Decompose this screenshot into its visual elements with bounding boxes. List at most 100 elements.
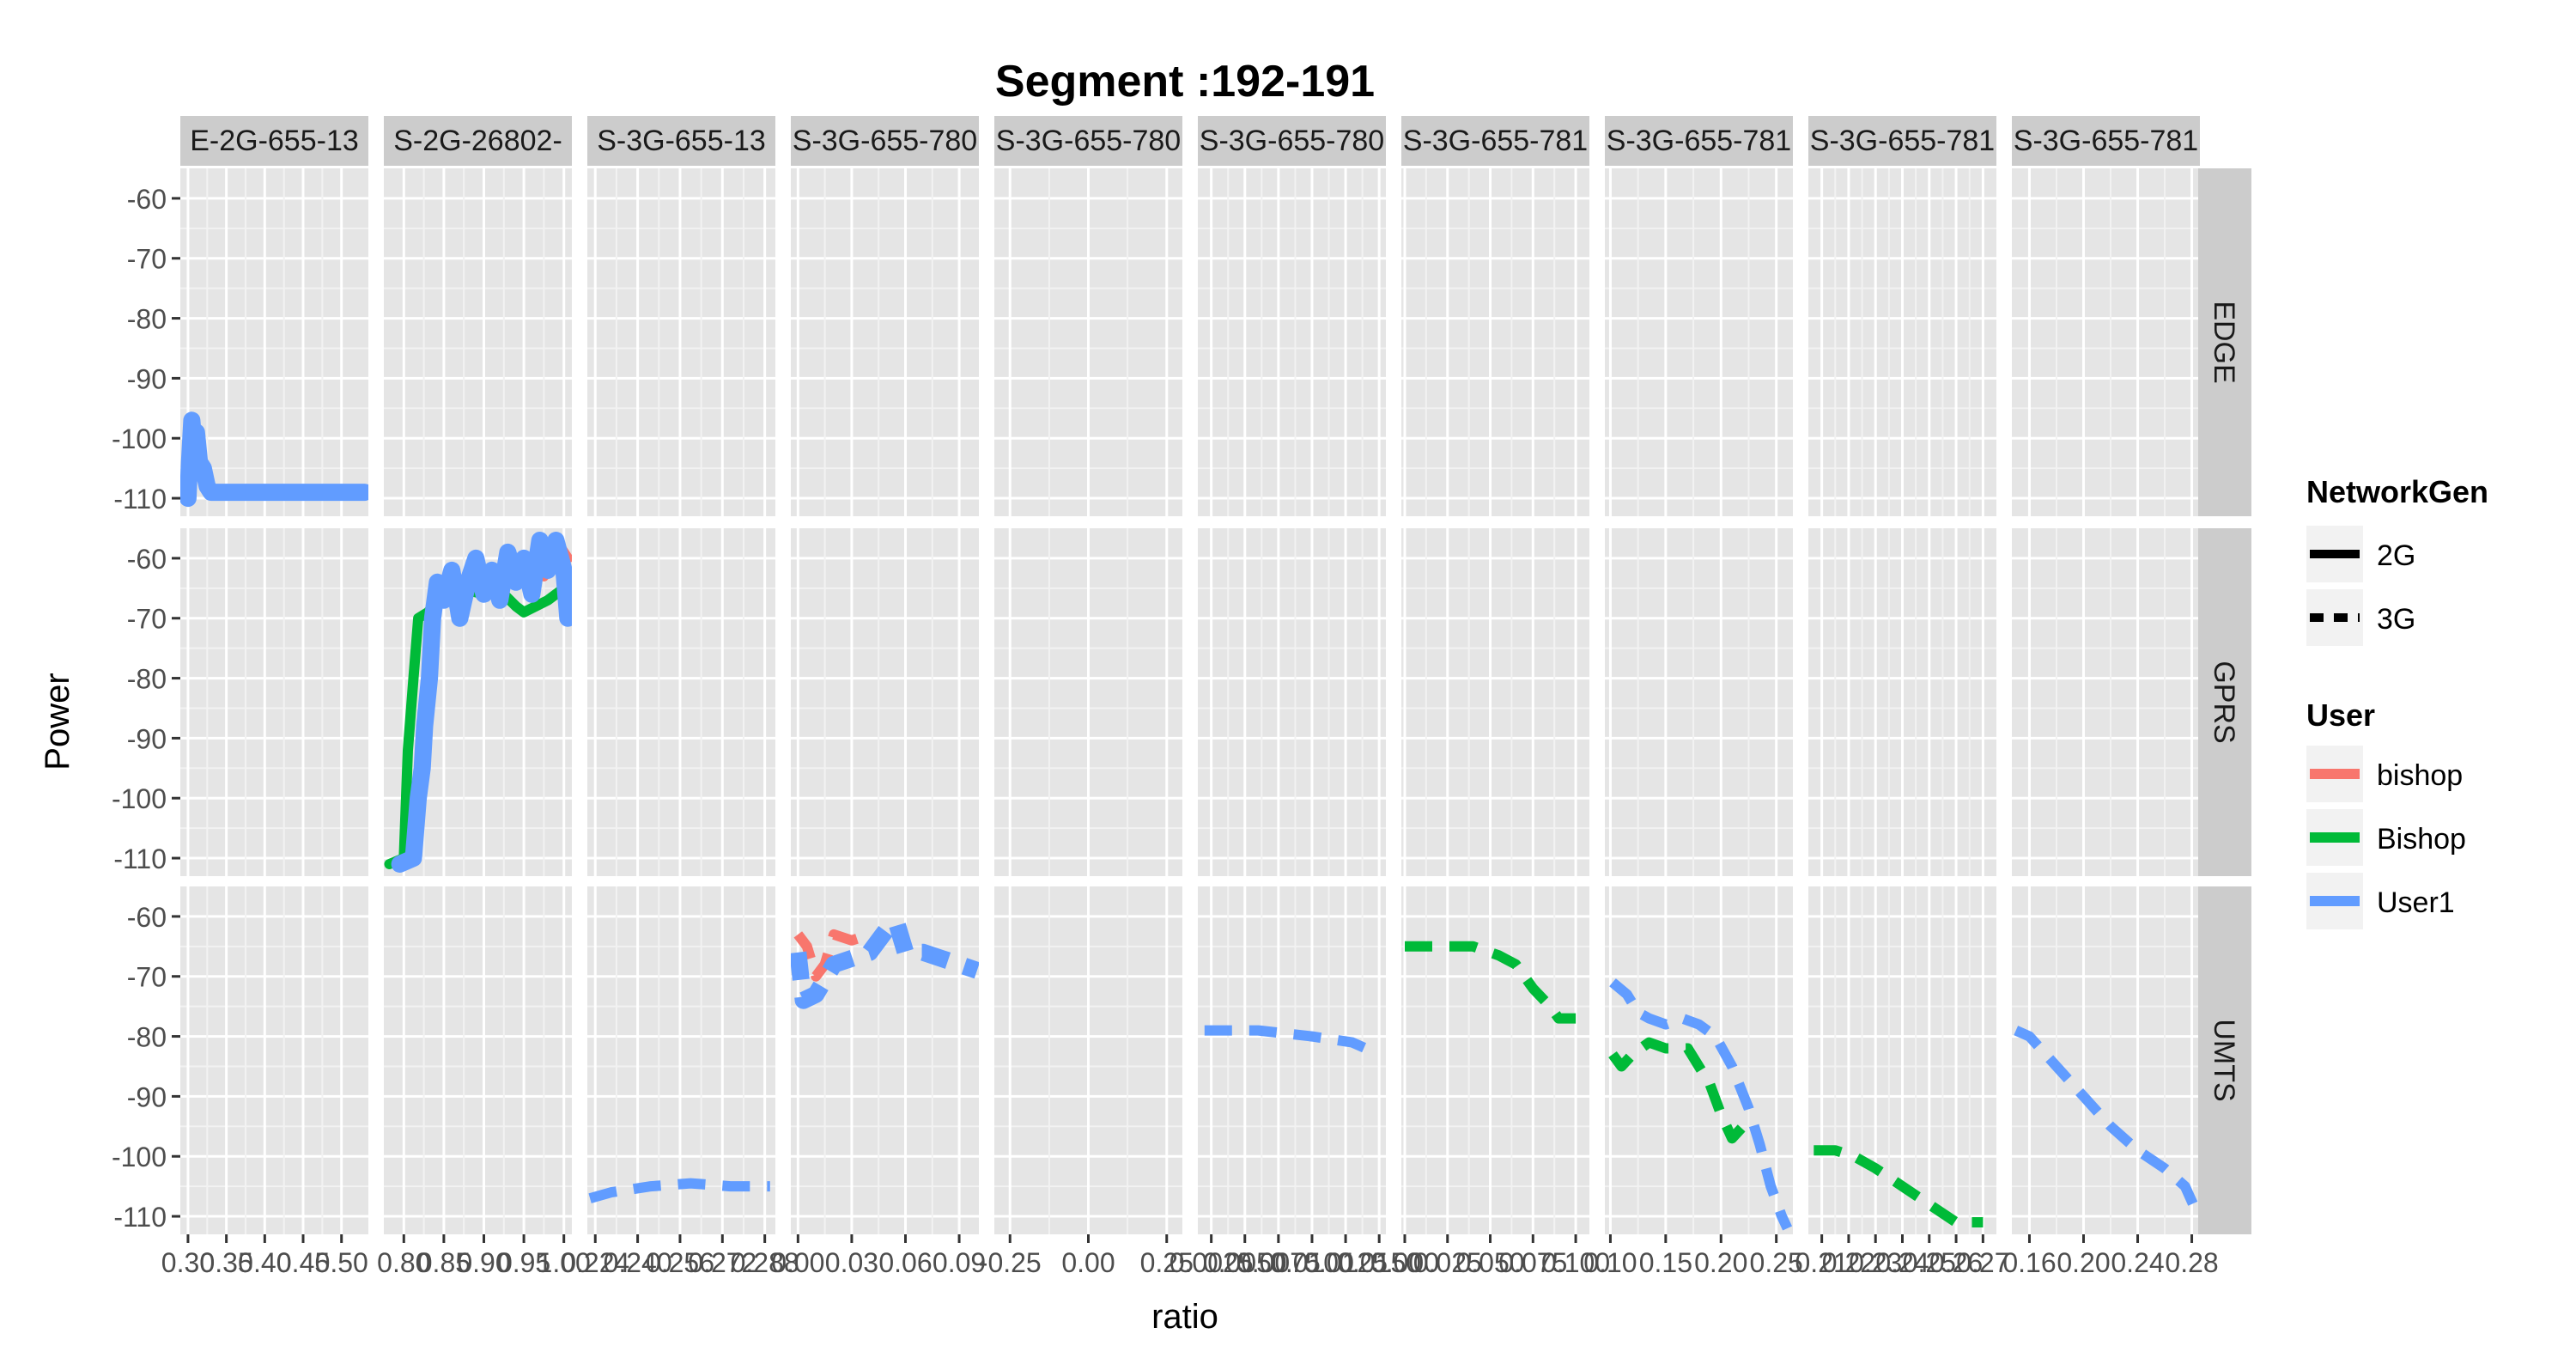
column-strip-bg — [2012, 116, 2200, 166]
column-strip-bg — [180, 116, 368, 166]
x-tick-label: 0.24 — [2111, 1247, 2164, 1278]
y-tick-label: -110 — [113, 843, 167, 874]
x-tick-label: 0.40 — [238, 1247, 291, 1278]
panel-background — [2012, 886, 2200, 1234]
x-tick-label: 0.90 — [457, 1247, 510, 1278]
panel-background — [1401, 168, 1589, 516]
x-tick-label: 0.0125 — [1303, 1247, 1388, 1278]
x-tick-label: 0.0100 — [1270, 1247, 1354, 1278]
y-tick-label: -70 — [127, 962, 167, 993]
x-tick-label: 0.256 — [646, 1247, 714, 1278]
panel-background — [791, 168, 979, 516]
x-tick-label: 0.28 — [2165, 1247, 2218, 1278]
panel-background — [384, 886, 572, 1234]
x-tick-label: 0.288 — [731, 1247, 799, 1278]
x-tick-label: 0.26 — [1929, 1247, 1983, 1278]
chart-title: Segment :192-191 — [995, 57, 1375, 107]
x-tick-label: 0.0150 — [1337, 1247, 1421, 1278]
x-tick-label: 0.06 — [878, 1247, 932, 1278]
column-strip-bg — [1808, 116, 1996, 166]
column-strip-label: S-2G-26802- — [393, 125, 562, 157]
column-strip-label: S-3G-655-781 — [2014, 125, 2198, 157]
legend-title-user: User — [2306, 697, 2375, 733]
x-tick-label: 0.50 — [315, 1247, 368, 1278]
panel-background — [180, 528, 368, 876]
y-tick-label: -100 — [112, 423, 167, 454]
series-line-User1-2G — [391, 532, 572, 873]
x-tick-label: 0.30 — [161, 1247, 215, 1278]
y-axes: -60 -70 -80 -90 -100 -110 -60 -70 -80 -90 -100 -110… — [112, 184, 180, 1233]
x-tick-label: 0.0025 — [1170, 1247, 1254, 1278]
x-tick-label: 0.27 — [1956, 1247, 2009, 1278]
series-User1 — [1204, 1025, 1382, 1059]
column-strip-label: S-3G-655-780 — [1200, 125, 1384, 157]
facet-strips: E-2G-655-13 S-2G-26802- S-3G-655-13 S-3G-65… — [180, 116, 2251, 1234]
series-line-User1-3G — [2014, 1026, 2200, 1219]
x-tick-label: 0.000 — [1370, 1247, 1439, 1278]
y-tick-label: -110 — [113, 484, 167, 515]
panel-background — [1605, 528, 1793, 876]
row-strip-bg — [2198, 528, 2251, 876]
x-tick-label: 0.03 — [825, 1247, 878, 1278]
series-User1 — [2014, 1026, 2200, 1219]
x-tick-label: 0.45 — [276, 1247, 330, 1278]
panel-background — [1605, 168, 1793, 516]
panel-background — [1198, 168, 1386, 516]
x-tick-label: 0.15 — [1639, 1247, 1692, 1278]
y-tick-label: -90 — [127, 723, 167, 754]
y-tick-label: -100 — [112, 783, 167, 814]
x-tick-label: 0.00 — [771, 1247, 824, 1278]
x-tick-label: 0.80 — [377, 1247, 430, 1278]
y-tick-label: -70 — [127, 244, 167, 275]
x-tick-label: 0.21 — [1795, 1247, 1849, 1278]
column-strip-bg — [384, 116, 572, 166]
series-User1 — [180, 411, 368, 508]
column-strip-label: S-3G-655-780 — [996, 125, 1181, 157]
x-axis-title: ratio — [1151, 1298, 1218, 1336]
series-User1 — [391, 532, 572, 873]
series-line-User1-2G — [180, 411, 368, 508]
panel-background — [2012, 168, 2200, 516]
y-tick-label: -90 — [127, 363, 167, 394]
row-strip-bg — [2198, 168, 2251, 516]
y-tick-label: -60 — [127, 184, 167, 215]
row-strip-label: GPRS — [2208, 661, 2240, 743]
column-strip-label: S-3G-655-781 — [1607, 125, 1791, 157]
x-tick-label: 0.100 — [1541, 1247, 1610, 1278]
series-line-Bishop-3G — [1405, 941, 1577, 1024]
facet-panels — [180, 168, 2200, 1234]
panel-background — [1198, 886, 1386, 1234]
series-line-User1-3G — [1204, 1025, 1382, 1059]
column-strip-bg — [1605, 116, 1793, 166]
column-strip-bg — [587, 116, 775, 166]
series-Bishop — [1608, 1037, 1747, 1144]
x-tick-label: 0.85 — [417, 1247, 471, 1278]
panel-background — [1198, 528, 1386, 876]
x-tick-label: 0.075 — [1498, 1247, 1567, 1278]
column-strip-label: S-3G-655-781 — [1810, 125, 1995, 157]
series-line-Bishop-3G — [1608, 1037, 1747, 1144]
series-User1 — [588, 1178, 770, 1203]
legend-title-networkgen: NetworkGen — [2306, 474, 2488, 509]
panel-background — [791, 528, 979, 876]
column-strip-bg — [994, 116, 1182, 166]
x-tick-label: 0.0050 — [1203, 1247, 1287, 1278]
y-tick-label: -60 — [127, 544, 167, 575]
column-strip-bg — [1401, 116, 1589, 166]
x-tick-label: 0.16 — [2002, 1247, 2056, 1278]
panel-background — [1401, 886, 1589, 1234]
y-tick-label: -80 — [127, 1022, 167, 1053]
panel-background — [180, 168, 368, 516]
row-strip-bg — [2198, 886, 2251, 1234]
column-strip-label: E-2G-655-13 — [190, 125, 359, 157]
x-tick-label: 0.0075 — [1236, 1247, 1321, 1278]
series-Bishop — [1814, 1145, 1984, 1227]
x-tick-label: 0.20 — [1694, 1247, 1747, 1278]
y-axis-title: Power — [39, 673, 76, 770]
column-strip-bg — [791, 116, 979, 166]
x-tick-label: 0.240 — [604, 1247, 672, 1278]
legend-label: User1 — [2377, 886, 2455, 919]
series-line-User1-3G — [791, 913, 979, 1009]
column-strip-label: S-3G-655-13 — [597, 125, 766, 157]
